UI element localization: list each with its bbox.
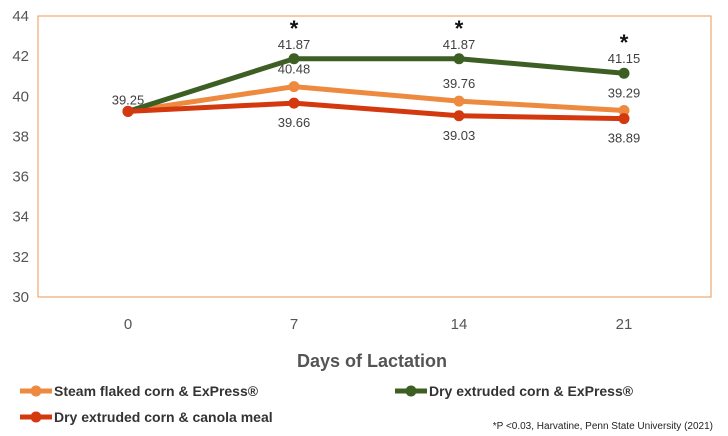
legend-item: Dry extruded corn & ExPress® <box>395 383 634 399</box>
y-tick-label: 30 <box>12 289 29 306</box>
y-tick-label: 42 <box>12 48 29 65</box>
data-label: 39.66 <box>278 115 311 130</box>
legend-label: Dry extruded corn & canola meal <box>54 409 273 425</box>
x-tick-label: 0 <box>124 316 132 333</box>
footnote: *P <0.03, Harvatine, Penn State Universi… <box>493 421 713 432</box>
data-label: 39.03 <box>443 128 476 143</box>
legend-marker <box>30 411 42 423</box>
y-tick-label: 36 <box>12 169 29 186</box>
significance-star: * <box>620 30 629 55</box>
legend-marker <box>405 385 417 397</box>
legend-marker <box>30 385 42 397</box>
series-line <box>125 100 627 122</box>
legend-label: Steam flaked corn & ExPress® <box>54 383 259 399</box>
data-label: 39.29 <box>608 86 641 101</box>
data-point <box>288 53 300 65</box>
legend: Steam flaked corn & ExPress® Dry extruded… <box>20 383 634 425</box>
significance-star: * <box>290 16 299 41</box>
data-label: 38.89 <box>608 131 641 146</box>
data-point <box>122 105 134 117</box>
series-layer <box>122 53 630 125</box>
data-labels: 39.25 40.48 39.76 39.29 41.87 41.87 41.15 39.66… <box>112 37 641 146</box>
y-tick-label: 32 <box>12 249 29 266</box>
data-point <box>618 105 630 117</box>
data-point <box>288 81 300 93</box>
plot-area-border <box>37 15 712 298</box>
x-tick-label: 21 <box>616 316 633 333</box>
data-label: 41.15 <box>608 51 641 66</box>
significance-markers: * * * <box>290 16 629 55</box>
y-axis-ticks: 30 32 34 36 38 40 42 44 <box>12 8 29 306</box>
data-label: 40.48 <box>278 62 311 77</box>
data-point <box>618 113 630 125</box>
legend-item: Steam flaked corn & ExPress® <box>20 383 259 399</box>
x-axis-title: Days of Lactation <box>297 351 447 371</box>
y-tick-label: 34 <box>12 209 29 226</box>
y-tick-label: 40 <box>12 88 29 105</box>
legend-item: Dry extruded corn & canola meal <box>20 409 273 425</box>
significance-star: * <box>455 16 464 41</box>
data-label: 39.76 <box>443 76 476 91</box>
data-point <box>453 95 465 107</box>
series-line <box>125 84 627 114</box>
y-tick-label: 44 <box>12 8 29 25</box>
x-tick-label: 7 <box>290 316 298 333</box>
x-tick-label: 14 <box>451 316 468 333</box>
legend-label: Dry extruded corn & ExPress® <box>429 383 634 399</box>
data-point <box>453 110 465 122</box>
data-label: 41.87 <box>278 37 311 52</box>
data-label: 41.87 <box>443 37 476 52</box>
data-point <box>453 53 465 65</box>
x-axis-ticks: 0 7 14 21 <box>124 316 633 333</box>
data-label: 39.25 <box>112 92 145 107</box>
y-tick-label: 38 <box>12 128 29 145</box>
data-point <box>288 97 300 109</box>
data-point <box>618 67 630 79</box>
series-2 <box>122 97 630 125</box>
series-line <box>125 56 627 114</box>
